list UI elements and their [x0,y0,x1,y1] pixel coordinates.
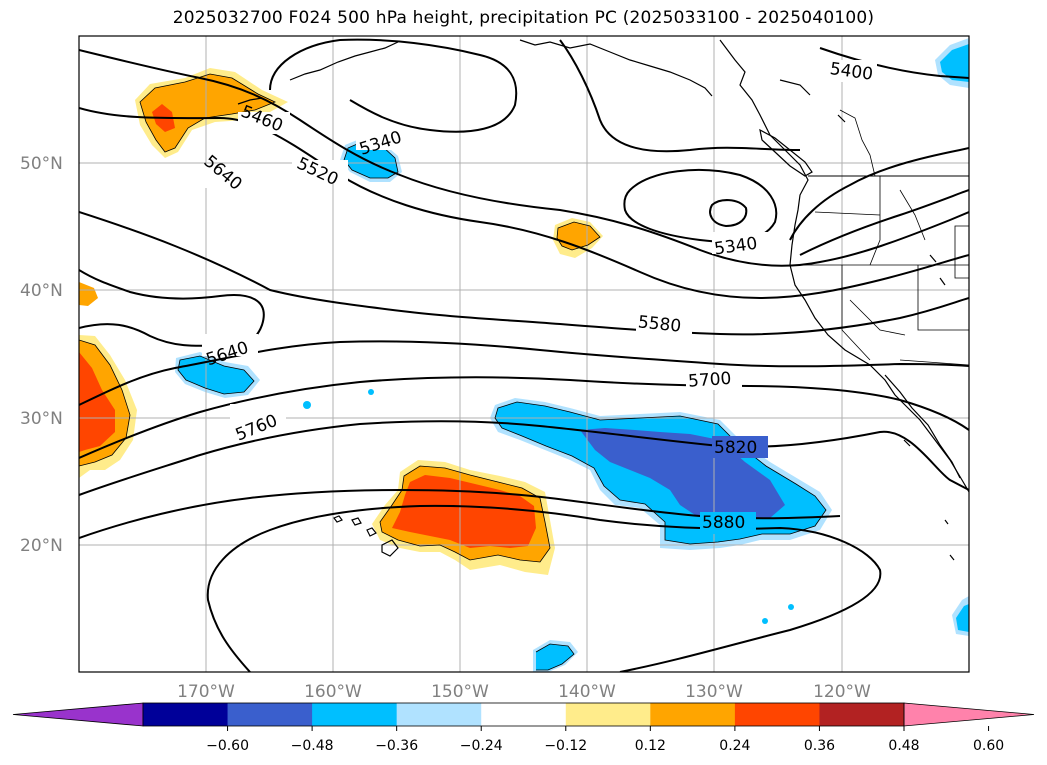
lon-labels: 170°W 160°W 150°W 140°W 130°W 120°W [177,682,871,702]
contour-label: 5880 [702,513,745,533]
map-title: 2025032700 F024 500 hPa height, precipit… [172,8,875,28]
height-contour [709,199,748,228]
colorbar-tick-label: −0.60 [206,738,249,754]
contour-label: 5580 [637,312,682,336]
contour-label: 5820 [714,438,757,458]
colorbar-tick-label: 0.48 [888,738,919,754]
precip-region-neg [303,401,311,409]
colorbar-frame [142,702,905,727]
map-frame [78,35,970,673]
lat-label-30: 30°N [20,409,63,429]
height-contour [819,47,969,79]
colorbar-tick-label: −0.12 [544,738,587,754]
precip-region-neg [940,44,969,82]
lat-label-20: 20°N [20,536,63,556]
precip-region-pos [79,282,98,306]
colorbar-tick-label: −0.24 [460,738,503,754]
colorbar-tick-label: 0.24 [719,738,750,754]
height-contour [206,504,882,672]
colorbar-labels: −0.60 −0.48 −0.36 −0.24 −0.12 0.12 0.24 0.36 0.4… [206,738,1004,754]
colorbar-tick-label: −0.48 [291,738,334,754]
contour-label: 5700 [688,369,733,392]
colorbar-swatch [396,703,482,726]
colorbar-extend-high [903,702,1035,727]
height-contour [799,189,969,256]
precip-region-neg [788,604,794,610]
colorbar-tick-label: 0.12 [635,738,666,754]
colorbar-swatch [227,703,313,726]
lon-label-160w: 160°W [304,682,362,702]
colorbar [12,702,1035,731]
height-contour [79,340,969,406]
height-contour [79,420,969,496]
map-area: 5400 5460 5340 5520 5640 5340 5580 5640 … [79,36,969,672]
colorbar-swatch [650,703,736,726]
precip-shading [79,38,969,672]
height-contours [79,38,969,672]
colorbar-swatch [312,703,398,726]
lon-label-120w: 120°W [813,682,871,702]
lon-label-130w: 130°W [685,682,743,702]
height-contour [79,107,969,300]
precip-region-neg [956,604,969,632]
colorbar-tick-label: −0.36 [375,738,418,754]
lat-label-50: 50°N [20,154,63,174]
height-contour [79,376,969,459]
precip-region-neg [580,428,785,520]
lat-label-40: 40°N [20,281,63,301]
height-contour [79,211,969,336]
lon-label-140w: 140°W [558,682,616,702]
colorbar-swatch [565,703,651,726]
colorbar-swatch [143,703,229,726]
colorbar-swatch [481,703,567,726]
colorbar-extend-low [12,702,144,727]
precip-region-neg [762,618,768,624]
precip-region-pos [140,74,275,152]
precip-region-neg [536,644,574,670]
lon-label-150w: 150°W [431,682,489,702]
gridlines [79,36,969,672]
lon-label-170w: 170°W [177,682,235,702]
height-contour [559,39,801,153]
colorbar-swatch [819,703,905,726]
height-contour [269,38,518,133]
colorbar-tick-label: 0.60 [973,738,1004,754]
precip-region-pos [79,352,115,452]
colorbar-tick-label: 0.36 [804,738,835,754]
colorbar-swatch [734,703,820,726]
precip-region-neg [368,389,374,395]
height-contour [789,147,969,241]
height-contour [79,49,969,267]
lat-labels: 50°N 40°N 30°N 20°N [20,154,63,556]
